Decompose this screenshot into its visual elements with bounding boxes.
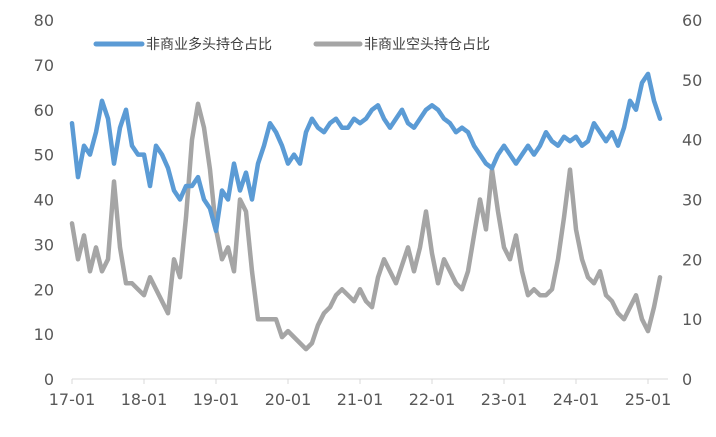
- left-y-tick-label: 10: [34, 325, 54, 344]
- right-y-tick-label: 40: [682, 131, 702, 150]
- left-y-tick-label: 80: [34, 11, 54, 30]
- left-y-tick-label: 0: [44, 370, 54, 389]
- x-tick-label: 25-01: [625, 390, 672, 409]
- right-y-axis: 0 10 20 30 40 50 60: [682, 11, 702, 389]
- x-tick-label: 20-01: [265, 390, 312, 409]
- x-tick-label: 18-01: [121, 390, 168, 409]
- x-axis: 17-01 18-01 19-01 20-01 21-01 22-01 23-01 24-01…: [49, 378, 672, 409]
- x-tick-label: 21-01: [337, 390, 384, 409]
- series-line: [69, 101, 663, 352]
- legend-label-long: 非商业多头持仓占比: [146, 36, 272, 53]
- x-tick-label: 23-01: [481, 390, 528, 409]
- x-tick-label: 17-01: [49, 390, 96, 409]
- left-y-tick-label: 60: [34, 101, 54, 120]
- series-layer: [69, 71, 663, 352]
- left-y-axis: 0 10 20 30 40 50 60 70 80: [34, 11, 54, 389]
- x-tick-label: 19-01: [193, 390, 240, 409]
- right-y-tick-label: 30: [682, 191, 702, 210]
- left-y-tick-label: 50: [34, 146, 54, 165]
- right-y-tick-label: 50: [682, 71, 702, 90]
- series-line: [69, 71, 663, 234]
- legend-label-short: 非商业空头持仓占比: [364, 37, 490, 53]
- left-y-tick-label: 40: [34, 191, 54, 210]
- right-y-tick-label: 10: [682, 310, 702, 329]
- x-tick-label: 22-01: [409, 390, 456, 409]
- left-y-tick-label: 30: [34, 235, 54, 254]
- legend: 非商业多头持仓占比 非商业空头持仓占比: [93, 36, 490, 53]
- left-y-tick-label: 20: [34, 280, 54, 299]
- left-y-tick-label: 70: [34, 56, 54, 75]
- x-tick-label: 24-01: [553, 390, 600, 409]
- right-y-tick-label: 0: [682, 370, 692, 389]
- right-y-tick-label: 20: [682, 250, 702, 269]
- right-y-tick-label: 60: [682, 11, 702, 30]
